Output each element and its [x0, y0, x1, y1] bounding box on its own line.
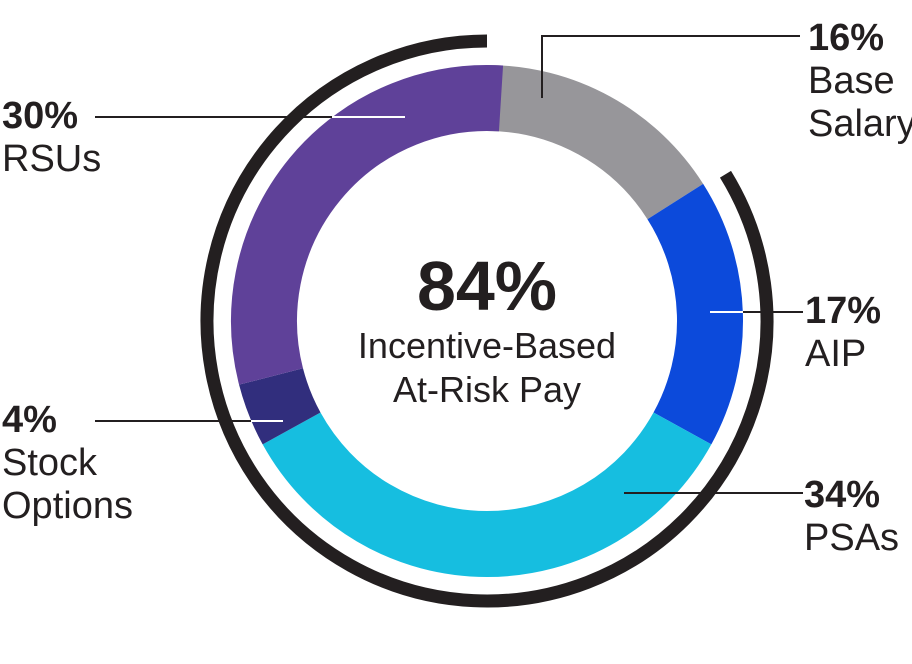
- callout-psas-value: 34%: [804, 474, 881, 516]
- callout-stock-options-value: 4%: [2, 399, 57, 441]
- callout-stock-options-label-line1: Stock: [2, 442, 98, 484]
- callout-rsus: 30% RSUs: [2, 95, 101, 181]
- callout-base-salary-label-line2: Salary: [808, 103, 912, 145]
- callout-aip: 17% AIP: [805, 290, 881, 376]
- callout-psas: 34% PSAs: [804, 474, 899, 560]
- segment-aip: [647, 183, 743, 445]
- leader-base-salary: [541, 35, 800, 98]
- segment-rsus: [231, 65, 504, 385]
- segment-base-salary: [486, 65, 704, 220]
- center-label-value: 84%: [416, 247, 558, 325]
- segment-psas: [262, 412, 712, 577]
- callout-base-salary-value: 16%: [808, 17, 885, 59]
- center-label-line1: Incentive-Based: [357, 325, 617, 366]
- callout-rsus-value: 30%: [2, 95, 79, 137]
- callout-base-salary: 16% Base Salary: [808, 17, 912, 146]
- segment-stock-options: [239, 367, 321, 445]
- center-label: 84% Incentive-Based At-Risk Pay: [287, 248, 687, 412]
- incentive-outer-arc: [200, 34, 774, 608]
- center-label-line2: At-Risk Pay: [392, 369, 582, 410]
- callout-aip-label: AIP: [805, 333, 867, 375]
- callout-rsus-label: RSUs: [2, 138, 102, 180]
- callout-stock-options-label-line2: Options: [2, 485, 133, 527]
- callout-aip-value: 17%: [805, 290, 882, 332]
- callout-stock-options: 4% Stock Options: [2, 399, 133, 528]
- callout-psas-label: PSAs: [804, 517, 900, 559]
- callout-base-salary-label-line1: Base: [808, 60, 895, 102]
